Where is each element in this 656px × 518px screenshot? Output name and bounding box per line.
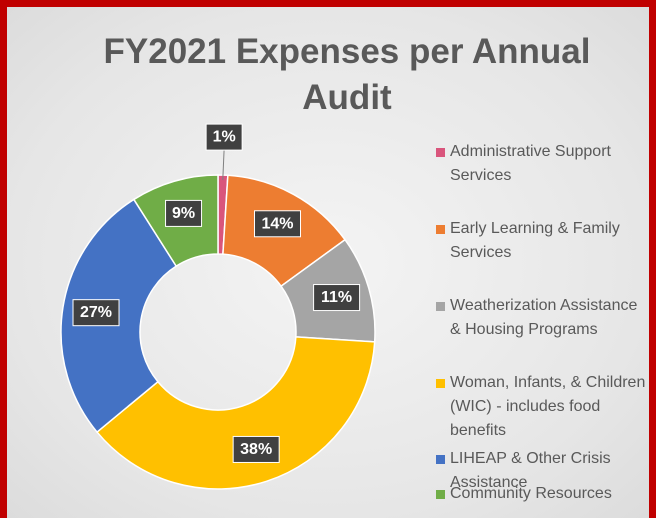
data-label-box: [165, 199, 203, 227]
legend-label: Weatherization Assistance & Housing Prog…: [450, 297, 638, 338]
data-label-box: [232, 435, 280, 463]
legend-swatch: [436, 148, 445, 157]
chart-title: FY2021 Expenses per Annual Audit: [103, 32, 591, 117]
legend-label: LIHEAP & Other Crisis Assistance: [450, 450, 611, 491]
data-label-box: [313, 284, 361, 312]
legend-label: Community Resources: [450, 485, 612, 502]
data-label-box: [253, 210, 301, 238]
legend-swatch: [436, 379, 445, 388]
data-label: 38%: [240, 441, 272, 458]
legend-label: Woman, Infants, & Children (WIC) - inclu…: [450, 374, 646, 439]
data-label: 27%: [80, 304, 112, 321]
legend-swatch: [436, 302, 445, 311]
plot: 1% 14% 11% 38% 27% 9%: [60, 123, 376, 490]
donut-segment: [95, 336, 376, 490]
data-label-box: [72, 299, 120, 327]
data-label: 1%: [213, 129, 236, 146]
legend-swatch: [436, 490, 445, 499]
leader-line: [222, 149, 225, 181]
legend-label: Early Learning & Family Services: [450, 220, 620, 261]
data-label: 11%: [321, 289, 352, 306]
legend-label: Administrative Support Services: [450, 143, 611, 184]
data-label-box: [205, 123, 243, 151]
data-label: 9%: [172, 205, 195, 222]
legend-swatch: [436, 225, 445, 234]
data-label: 14%: [261, 215, 293, 232]
legend-swatch: [436, 455, 445, 464]
